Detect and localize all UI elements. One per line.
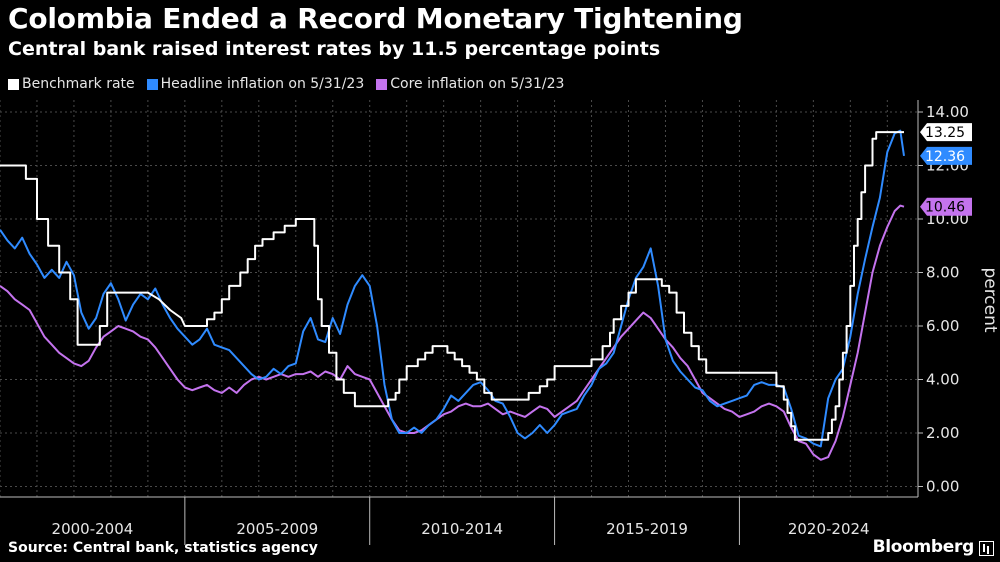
x-tick-label: 2000-2004	[52, 520, 134, 538]
legend-item-benchmark: Benchmark rate	[8, 76, 135, 92]
source-note: Source: Central bank, statistics agency	[8, 540, 318, 556]
series-line-benchmark	[0, 131, 904, 441]
legend-swatch-headline	[146, 78, 158, 90]
legend: Benchmark rate Headline inflation on 5/3…	[8, 74, 576, 94]
legend-swatch-benchmark	[8, 78, 19, 90]
legend-label-headline: Headline inflation on 5/31/23	[160, 76, 365, 92]
legend-item-headline: Headline inflation on 5/31/23	[146, 76, 365, 92]
x-tick-label: 2020-2024	[788, 520, 870, 538]
x-tick-label: 2010-2014	[421, 520, 503, 538]
legend-label-benchmark: Benchmark rate	[22, 76, 135, 92]
series-layer	[0, 129, 905, 461]
label-layer: 13.25 12.36 10.46	[920, 123, 972, 216]
x-tick-label: 2005-2009	[236, 520, 318, 538]
legend-label-core: Core inflation on 5/31/23	[390, 76, 565, 92]
chart-subtitle: Central bank raised interest rates by 11…	[8, 38, 661, 60]
end-label-bg-core	[920, 197, 972, 216]
brand-logo: Bloomberg	[872, 537, 975, 557]
grid-layer	[0, 100, 918, 497]
legend-swatch-core	[376, 78, 388, 90]
end-label-benchmark: 13.25	[925, 125, 965, 141]
bloomberg-icon	[979, 541, 994, 556]
series-line-core	[0, 204, 905, 461]
y-tick-label: 8.00	[926, 264, 959, 282]
legend-item-core: Core inflation on 5/31/23	[376, 76, 564, 92]
end-label-core: 10.46	[925, 200, 965, 216]
x-tick-label: 2015-2019	[606, 520, 688, 538]
end-label-bg-benchmark	[920, 123, 972, 142]
end-label-headline: 12.36	[925, 149, 965, 165]
y-tick-label: 4.00	[926, 371, 959, 389]
chart-title: Colombia Ended a Record Monetary Tighten…	[8, 2, 743, 35]
y-tick-label: 6.00	[926, 317, 959, 335]
end-label-bg-headline	[920, 146, 972, 165]
y-tick-label: 14.00	[926, 103, 969, 121]
y-tick-label: 0.00	[926, 478, 959, 496]
y-tick-label: 2.00	[926, 424, 959, 442]
series-line-headline	[0, 129, 905, 448]
y-axis-title: percent	[980, 267, 1000, 332]
